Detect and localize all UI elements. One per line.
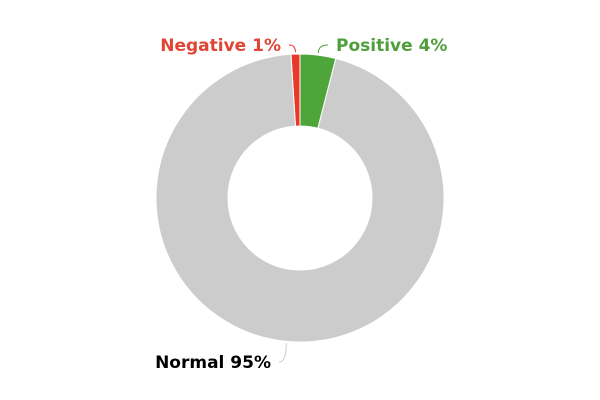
slice-label-normal: Normal 95% <box>155 353 271 373</box>
donut-slice-normal <box>155 53 445 343</box>
leader-line-negative <box>288 44 296 53</box>
leader-lines-group <box>278 44 329 363</box>
slice-label-negative: Negative 1% <box>160 36 281 56</box>
leader-line-normal <box>278 343 287 363</box>
slices-group <box>155 53 445 343</box>
slice-labels-group: Negative 1% Positive 4% Normal 95% <box>155 36 447 373</box>
leader-line-positive <box>317 44 329 54</box>
slice-label-positive: Positive 4% <box>336 36 447 56</box>
